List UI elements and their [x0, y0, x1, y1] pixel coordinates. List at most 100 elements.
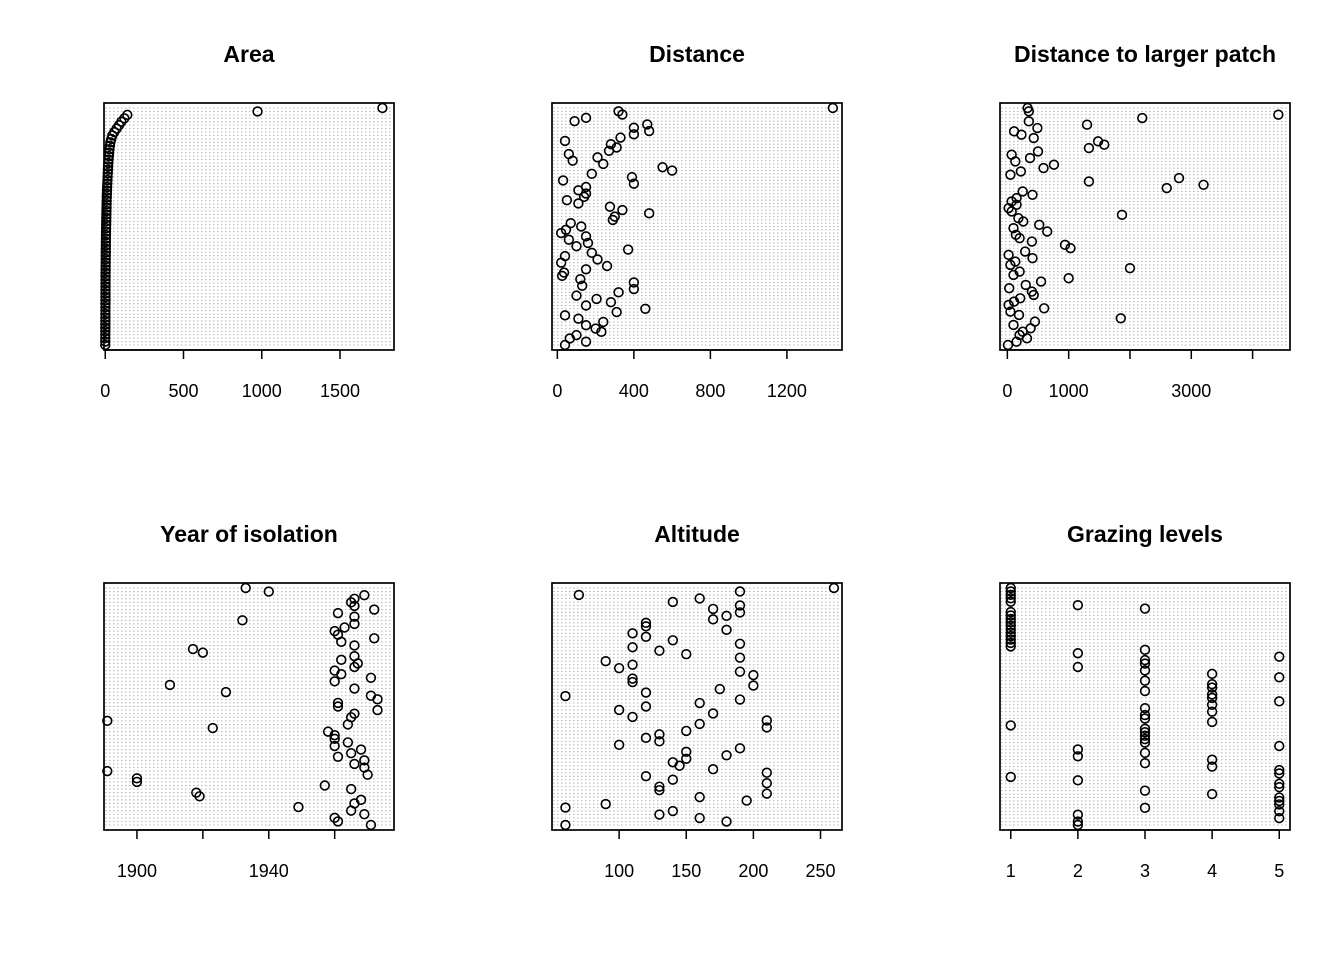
data-point: [1005, 606, 1016, 618]
data-point: [1206, 678, 1218, 690]
x-tick-label: 5: [1274, 861, 1284, 881]
data-point: [100, 267, 111, 279]
data-point: [1019, 246, 1031, 257]
data-point: [571, 329, 582, 341]
data-point: [349, 640, 360, 651]
data-point: [640, 617, 652, 629]
data-point: [563, 148, 575, 160]
data-point: [1017, 186, 1028, 197]
data-point: [1139, 733, 1151, 745]
data-point: [1139, 675, 1151, 686]
data-point: [1005, 637, 1016, 649]
data-point: [1013, 212, 1024, 224]
data-point: [100, 277, 111, 289]
panel-area: Area 0 500 1000 1500: [100, 41, 395, 401]
data-point: [1206, 668, 1218, 680]
data-point: [1008, 222, 1019, 234]
grid: [553, 107, 841, 346]
data-point: [613, 287, 624, 298]
data-point: [643, 208, 655, 219]
data-point: [580, 231, 592, 242]
x-axis: 1 2 3 4 5: [1006, 829, 1284, 881]
data-point: [1038, 162, 1049, 174]
data-point: [104, 140, 116, 151]
data-point: [580, 320, 592, 331]
data-point: [1048, 159, 1060, 170]
data-point: [580, 181, 592, 193]
data-point: [580, 264, 592, 275]
data-point: [1005, 627, 1016, 638]
data-point: [1005, 771, 1016, 783]
data-points: [100, 102, 388, 351]
data-point: [1005, 624, 1016, 635]
x-tick-label: 1900: [117, 861, 157, 881]
data-point: [131, 776, 143, 788]
data-point: [100, 226, 112, 237]
data-point: [640, 303, 651, 314]
data-point: [1005, 720, 1016, 731]
data-point: [1034, 219, 1045, 231]
data-point: [237, 615, 248, 626]
data-point: [1063, 273, 1074, 284]
data-point: [1013, 309, 1025, 321]
data-point: [100, 223, 112, 234]
data-point: [642, 119, 653, 130]
data-point: [741, 795, 752, 806]
data-point: [100, 271, 111, 282]
data-point: [359, 589, 370, 601]
data-point: [748, 680, 759, 691]
data-point: [1026, 286, 1038, 297]
data-point: [349, 758, 360, 770]
data-point: [561, 194, 573, 206]
data-point: [100, 264, 111, 275]
data-point: [252, 106, 263, 117]
data-point: [681, 725, 692, 737]
data-point: [336, 654, 347, 666]
x-tick-label: 0: [100, 381, 110, 401]
data-point: [1005, 617, 1016, 628]
data-point: [100, 284, 111, 296]
data-point: [122, 109, 133, 121]
data-point: [101, 212, 112, 224]
data-point: [1274, 782, 1285, 793]
x-tick-label: 200: [738, 861, 768, 881]
data-point: [1139, 665, 1151, 676]
data-point: [734, 652, 746, 663]
data-point: [102, 178, 113, 189]
data-point: [611, 306, 622, 318]
data-point: [628, 122, 640, 133]
data-point: [1137, 112, 1148, 124]
data-point: [100, 322, 111, 334]
data-point: [329, 676, 340, 687]
data-point: [611, 142, 622, 153]
chart-title: Area: [223, 41, 274, 67]
data-point: [694, 791, 705, 803]
data-point: [365, 690, 377, 701]
data-point: [342, 737, 354, 748]
data-point: [654, 736, 665, 747]
data-point: [100, 319, 111, 330]
data-point: [1139, 785, 1151, 796]
data-point: [761, 767, 773, 778]
data-point: [628, 129, 640, 140]
data-point: [654, 809, 665, 820]
data-point: [319, 780, 330, 791]
data-point: [1116, 209, 1128, 221]
data-point: [613, 704, 625, 716]
data-point: [100, 260, 111, 272]
x-tick-label: 1000: [242, 381, 282, 401]
data-point: [573, 589, 585, 601]
data-point: [1005, 589, 1016, 601]
data-point: [761, 788, 773, 799]
x-tick-label: 400: [619, 381, 649, 401]
chart-title: Distance: [649, 41, 745, 67]
data-point: [1065, 242, 1076, 254]
data-point: [293, 801, 304, 813]
data-point: [100, 243, 112, 255]
data-point: [591, 293, 602, 305]
data-point: [101, 202, 112, 213]
data-point: [1014, 266, 1025, 277]
data-point: [1139, 603, 1151, 614]
data-points: [1002, 102, 1284, 351]
